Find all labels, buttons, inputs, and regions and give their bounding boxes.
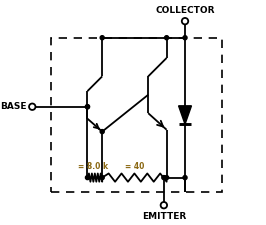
Text: BASE: BASE [0, 102, 27, 111]
Polygon shape [178, 106, 192, 124]
Circle shape [100, 176, 104, 180]
Circle shape [165, 176, 169, 180]
Circle shape [161, 202, 167, 208]
Text: = 8.0 k: = 8.0 k [78, 162, 108, 171]
Circle shape [100, 130, 104, 134]
Circle shape [183, 176, 187, 180]
Circle shape [29, 104, 35, 110]
Text: COLLECTOR: COLLECTOR [155, 6, 215, 15]
Circle shape [183, 36, 187, 40]
Bar [51, 38, 222, 192]
Text: EMITTER: EMITTER [142, 212, 186, 221]
Circle shape [85, 176, 89, 180]
Circle shape [85, 105, 89, 109]
Circle shape [165, 36, 169, 40]
Circle shape [85, 105, 89, 109]
Text: = 40: = 40 [125, 162, 144, 171]
Circle shape [162, 176, 166, 180]
Circle shape [100, 36, 104, 40]
Circle shape [182, 18, 188, 24]
